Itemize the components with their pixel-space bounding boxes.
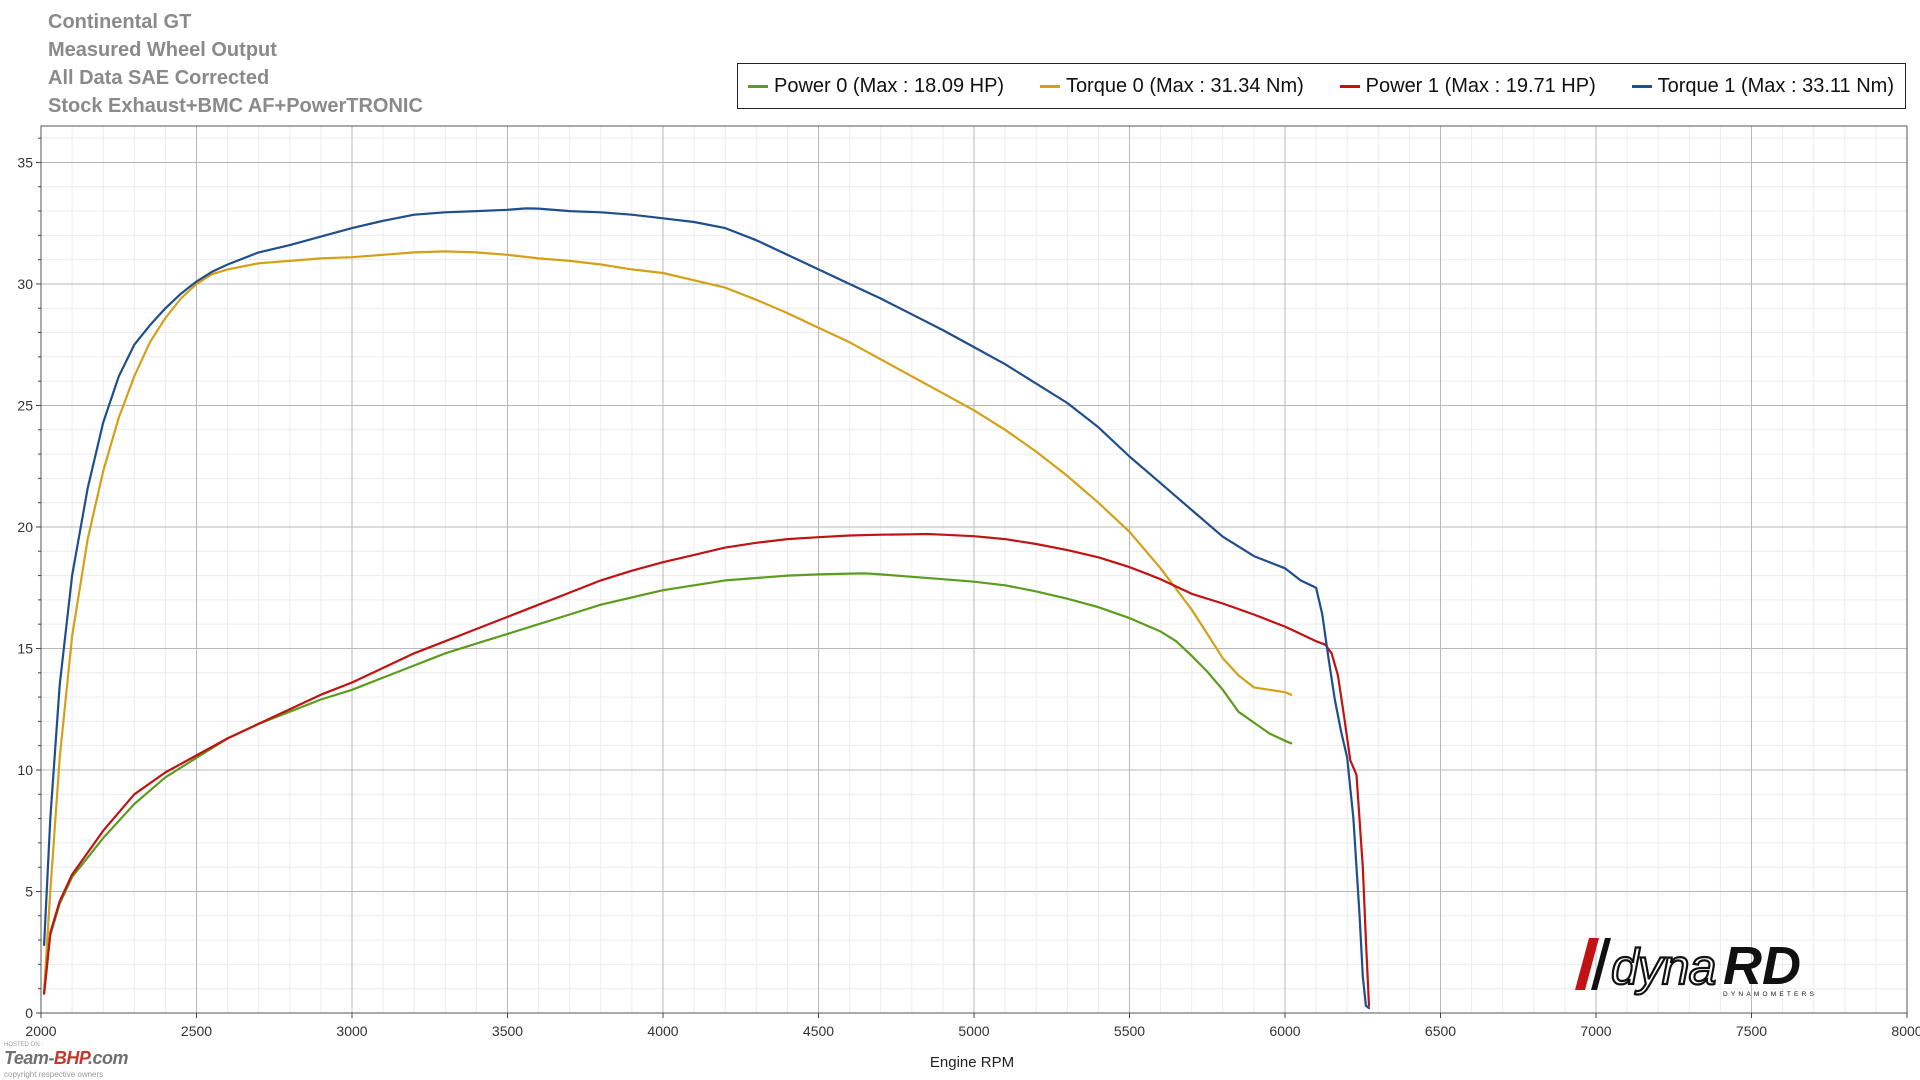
- x-tick-label: 2500: [181, 1023, 212, 1039]
- x-axis-label: Engine RPM: [930, 1054, 1014, 1071]
- x-tick-label: 5000: [958, 1023, 989, 1039]
- legend-swatch-power-0: [748, 84, 768, 88]
- watermark-brand: Team-BHP.com: [4, 1048, 129, 1069]
- logo-wordmark: dyna: [1611, 939, 1716, 995]
- legend-label-torque-0: Torque 0 (Max : 31.34 Nm): [1065, 74, 1304, 97]
- y-tick-label: 25: [17, 397, 33, 413]
- y-tick-label: 20: [17, 519, 33, 535]
- logo-red-stripe: [1575, 938, 1599, 990]
- x-axis-ticks: 2000 2500 3000 3500 4000 4500 5000 5500 6000 6500…: [25, 1013, 1920, 1039]
- y-tick-label: 15: [17, 640, 33, 656]
- x-tick-label: 3000: [336, 1023, 367, 1039]
- y-tick-label: 35: [17, 154, 33, 170]
- y-tick-label: 30: [17, 276, 33, 292]
- series-line-torque-1: [42, 207, 1371, 1010]
- legend-label-power-0: Power 0 (Max : 18.09 HP): [774, 74, 1005, 97]
- legend-swatch-torque-0: [1039, 84, 1060, 88]
- legend: Power 0 (Max : 18.09 HP) Torque 0 (Max :…: [737, 63, 1906, 109]
- dynard-logo: dyna RD DYNAMOMETERS: [1575, 936, 1817, 998]
- logo-black-stripe: [1591, 938, 1611, 990]
- series-line-power-1: [42, 532, 1371, 1007]
- header-subtitle-correction: All Data SAE Corrected: [48, 67, 270, 89]
- legend-item-power-1: Power 1 (Max : 19.71 HP): [1339, 74, 1596, 98]
- x-tick-label: 2000: [25, 1023, 56, 1039]
- legend-item-torque-0: Torque 0 (Max : 31.34 Nm): [1039, 74, 1304, 98]
- x-tick-label: 4000: [647, 1023, 678, 1039]
- watermark-hosted-on: HOSTED ON :: [4, 1042, 44, 1048]
- legend-item-torque-1: Torque 1 (Max : 33.11 Nm): [1631, 74, 1894, 98]
- x-tick-label: 8000: [1891, 1023, 1920, 1039]
- logo-wordmark-rd: RD: [1723, 936, 1801, 996]
- watermark-copyright: copyright respective owners: [4, 1070, 104, 1079]
- logo-subtext: DYNAMOMETERS: [1723, 991, 1817, 998]
- x-tick-label: 7500: [1736, 1023, 1767, 1039]
- y-tick-label: 10: [17, 762, 33, 778]
- watermark-brand-left: Team-: [4, 1048, 54, 1068]
- legend-label-torque-1: Torque 1 (Max : 33.11 Nm): [1657, 74, 1894, 97]
- legend-swatch-torque-1: [1631, 84, 1652, 88]
- x-tick-label: 6500: [1425, 1023, 1456, 1039]
- legend-label-power-1: Power 1 (Max : 19.71 HP): [1365, 74, 1596, 97]
- series-lines: [42, 207, 1371, 1010]
- watermark-brand-accent: BHP: [53, 1048, 89, 1068]
- watermark-brand-right: .com: [88, 1048, 129, 1068]
- x-tick-label: 7000: [1580, 1023, 1611, 1039]
- x-tick-label: 6000: [1269, 1023, 1300, 1039]
- series-line-torque-0: [42, 250, 1293, 993]
- x-tick-label: 5500: [1114, 1023, 1145, 1039]
- header-subtitle-output: Measured Wheel Output: [48, 39, 277, 61]
- legend-item-power-0: Power 0 (Max : 18.09 HP): [748, 75, 1004, 98]
- y-axis-ticks: 0 5 10 15 20 25 30 35: [17, 137, 41, 1021]
- legend-swatch-power-1: [1339, 84, 1360, 88]
- header-subtitle-config: Stock Exhaust+BMC AF+PowerTRONIC: [48, 95, 423, 117]
- y-tick-label: 0: [25, 1005, 33, 1021]
- major-gridlines: [40, 126, 1908, 1014]
- header-title: Continental GT: [48, 11, 192, 33]
- x-tick-label: 4500: [803, 1023, 834, 1039]
- series-line-power-0: [42, 572, 1293, 995]
- x-tick-label: 3500: [492, 1023, 523, 1039]
- y-tick-label: 5: [25, 883, 33, 899]
- team-bhp-watermark: HOSTED ON : Team-BHP.com copyright respe…: [4, 1042, 204, 1080]
